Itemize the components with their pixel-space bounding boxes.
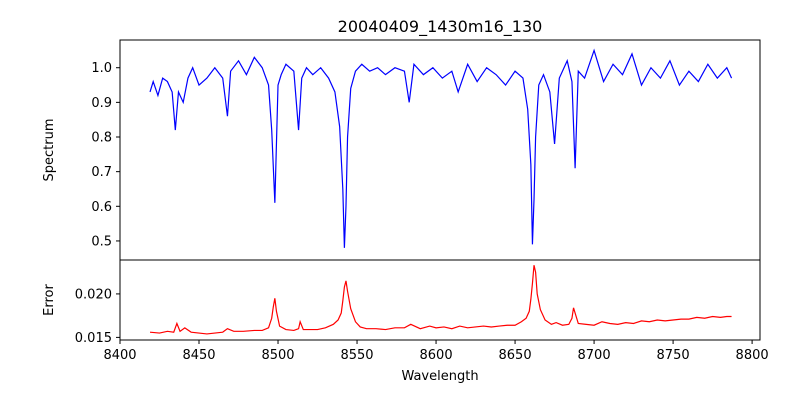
chart-title: 20040409_1430m16_130 (338, 17, 543, 37)
spectrum-y-tick-label: 0.9 (91, 96, 112, 111)
x-axis-label: Wavelength (401, 369, 478, 384)
error-y-tick-label: 0.020 (75, 287, 112, 302)
spectrum-y-axis-label: Spectrum (42, 119, 57, 182)
error-x-tick-label: 8500 (261, 348, 294, 363)
error-x-tick-label: 8550 (340, 348, 373, 363)
spectrum-y-tick-label: 0.7 (91, 165, 112, 180)
error-x-tick-label: 8750 (657, 348, 690, 363)
error-x-tick-label: 8600 (420, 348, 453, 363)
error-x-tick-label: 8450 (182, 348, 215, 363)
spectrum-y-tick-label: 0.5 (91, 234, 112, 249)
error-y-axis-label: Error (42, 284, 57, 316)
spectrum-y-tick-label: 0.8 (91, 131, 112, 146)
spectrum-panel: 0.5 0.6 0.7 0.8 0.9 1.0 Spectrum (42, 39, 761, 261)
error-y-tick-label: 0.015 (75, 331, 112, 346)
error-series-line (149, 265, 732, 335)
error-plot-frame (119, 259, 761, 341)
error-x-tick-label: 8650 (499, 348, 532, 363)
error-y-axis: 0.015 0.020 (75, 287, 120, 346)
spectrum-plot-frame (119, 39, 761, 261)
spectrum-series-line (149, 48, 733, 248)
error-x-tick-label: 8400 (103, 348, 136, 363)
spectrum-y-tick-label: 1.0 (91, 61, 112, 76)
spectrum-y-axis: 0.5 0.6 0.7 0.8 0.9 1.0 (91, 61, 120, 249)
spectrum-y-tick-label: 0.6 (91, 200, 112, 215)
error-x-tick-label: 8800 (736, 348, 769, 363)
error-x-tick-label: 8700 (578, 348, 611, 363)
error-x-axis: 8400 8450 8500 8550 8600 8650 8700 8750 8800 (103, 340, 769, 363)
